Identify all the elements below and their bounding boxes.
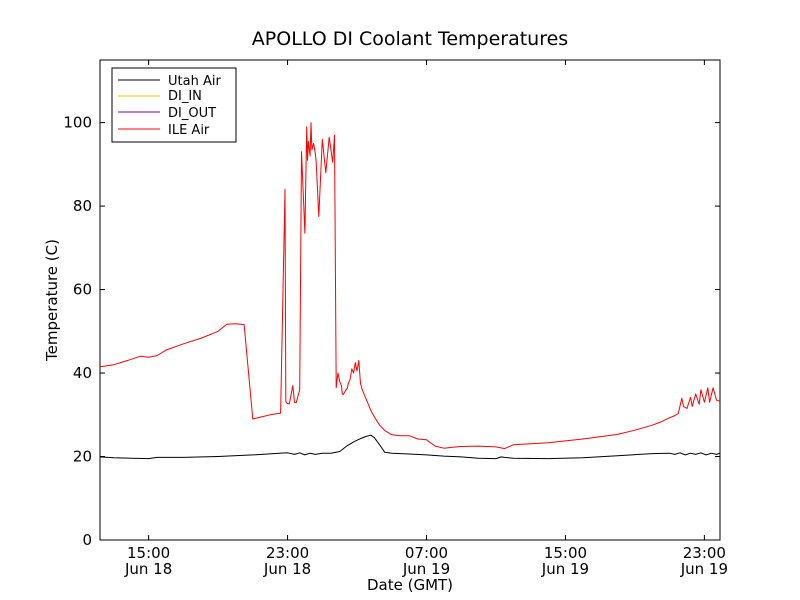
legend-label-utah-air: Utah Air bbox=[168, 74, 221, 89]
series-lines bbox=[99, 122, 721, 460]
x-tick-label-time: 15:00 bbox=[544, 544, 587, 562]
legend-label-di-in: DI_IN bbox=[168, 89, 202, 104]
y-tick-label: 80 bbox=[73, 197, 92, 215]
x-tick-label-date: Jun 18 bbox=[263, 560, 311, 578]
x-tick-label-time: 23:00 bbox=[683, 544, 726, 562]
y-tick-label: 0 bbox=[82, 531, 92, 549]
legend: Utah Air DI_IN DI_OUT ILE Air bbox=[111, 67, 237, 143]
x-tick-label-date: Jun 19 bbox=[680, 560, 728, 578]
x-tick-label-date: Jun 19 bbox=[402, 560, 450, 578]
x-tick-label-date: Jun 18 bbox=[124, 560, 172, 578]
legend-entry-di-in: DI_IN bbox=[118, 89, 202, 104]
legend-entry-di-out: DI_OUT bbox=[118, 106, 216, 121]
y-tick-label: 100 bbox=[63, 114, 92, 132]
chart-title: APOLLO DI Coolant Temperatures bbox=[252, 28, 568, 50]
series-line-ile-air bbox=[99, 122, 721, 450]
y-tick-label: 20 bbox=[73, 448, 92, 466]
y-tick-label: 40 bbox=[73, 364, 92, 382]
legend-label-ile-air: ILE Air bbox=[168, 123, 210, 138]
x-tick-label-time: 23:00 bbox=[266, 544, 309, 562]
x-tick-label-time: 07:00 bbox=[405, 544, 448, 562]
y-tick-label: 60 bbox=[73, 281, 92, 299]
series-line-utah-air bbox=[99, 434, 721, 460]
legend-entry-ile-air: ILE Air bbox=[118, 123, 210, 138]
x-tick-label-date: Jun 19 bbox=[541, 560, 589, 578]
x-axis-label: Date (GMT) bbox=[367, 576, 453, 594]
legend-label-di-out: DI_OUT bbox=[168, 106, 216, 121]
y-axis-label: Temperature (C) bbox=[43, 239, 61, 362]
x-tick-label-time: 15:00 bbox=[127, 544, 170, 562]
legend-entry-utah-air: Utah Air bbox=[118, 74, 221, 89]
